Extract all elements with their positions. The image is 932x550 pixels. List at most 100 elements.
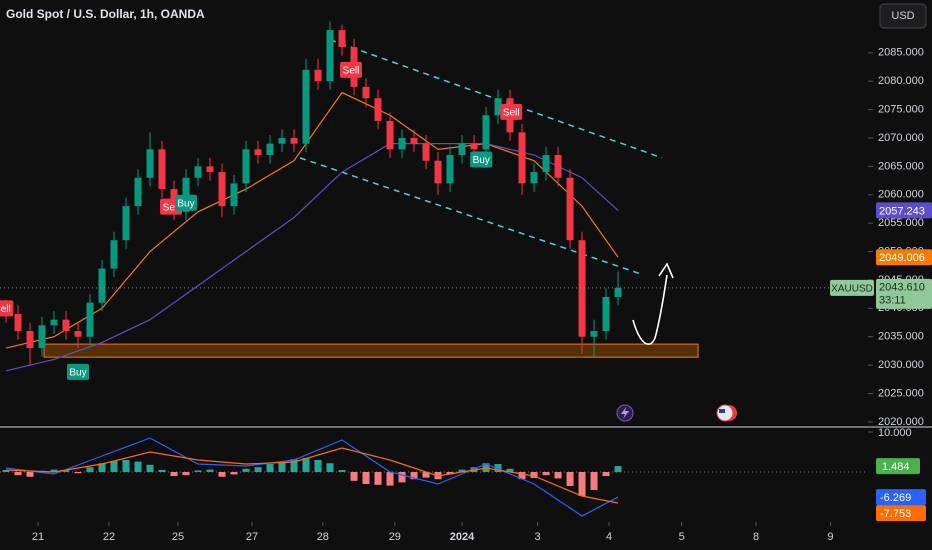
histogram-bar <box>26 472 34 477</box>
candle-body <box>458 143 466 156</box>
candle-body <box>158 149 166 190</box>
candle-body <box>86 302 94 337</box>
signal-box <box>67 363 90 380</box>
histogram-bar <box>446 472 454 475</box>
candle-body <box>302 69 310 144</box>
candle-body <box>266 143 274 156</box>
value-tag <box>876 489 926 506</box>
indicator-line <box>5 447 619 504</box>
histogram-bar <box>566 472 574 486</box>
histogram-bar <box>266 464 274 472</box>
candle-body <box>518 132 526 184</box>
x-tick-label: 8 <box>753 531 759 543</box>
histogram-bar <box>362 472 370 484</box>
histogram-bar <box>98 463 106 472</box>
last-price-label: 2043.610 <box>879 282 925 294</box>
currency-button[interactable] <box>879 3 927 29</box>
price-tag-label: 2057.243 <box>879 205 925 217</box>
x-tick-label: 5 <box>679 531 685 543</box>
histogram-bar <box>134 461 142 472</box>
signal-label: Sell <box>0 304 11 315</box>
flag-canton <box>719 409 725 413</box>
chart-title: Gold Spot / U.S. Dollar, 1h, OANDA <box>6 7 205 21</box>
histogram-bar <box>578 472 586 496</box>
candle-body <box>314 69 322 82</box>
signal-box <box>500 103 523 120</box>
histogram-bar <box>218 472 226 477</box>
candle-body <box>38 325 46 349</box>
candle-body <box>134 177 142 207</box>
candle-body <box>122 206 130 241</box>
histogram-bar <box>326 463 334 472</box>
value-tag-label: 1.484 <box>882 461 910 473</box>
histogram-bar <box>2 470 10 472</box>
signal-label: Buy <box>69 368 86 379</box>
histogram-bar <box>554 472 562 479</box>
x-tick-label: 21 <box>32 531 44 543</box>
histogram-bar <box>386 472 394 486</box>
candle-body <box>530 172 538 184</box>
histogram-bar <box>194 470 202 472</box>
histogram-bar <box>62 470 70 472</box>
countdown-label: 33:11 <box>879 295 906 307</box>
y-tick-label: 10.000 <box>878 427 912 439</box>
indicator-line <box>5 437 619 517</box>
candle-body <box>554 155 562 178</box>
candle-body <box>62 319 70 332</box>
candle-body <box>374 98 382 121</box>
value-tag <box>876 505 926 522</box>
x-tick-label: 27 <box>246 531 258 543</box>
signal-box <box>175 194 198 211</box>
indicator-line <box>5 143 619 372</box>
candle-body <box>578 240 586 337</box>
candle-body <box>422 143 430 161</box>
histogram-bar <box>206 469 214 472</box>
histogram-bar <box>518 472 526 480</box>
candle-body <box>590 331 598 337</box>
histogram-bar <box>458 469 466 472</box>
histogram-bar <box>338 470 346 472</box>
value-tag-label: -7.753 <box>880 508 911 520</box>
price-tag-label: 2049.006 <box>879 252 925 264</box>
candle-body <box>146 149 154 178</box>
candle-body <box>218 172 226 207</box>
histogram-bar <box>278 462 286 472</box>
candle-body <box>446 155 454 184</box>
signal-label: Buy <box>473 155 490 166</box>
histogram-bar <box>110 460 118 472</box>
candle-body <box>74 331 82 337</box>
signal-box <box>470 151 493 168</box>
histogram-bar <box>302 458 310 472</box>
indicator-line <box>5 91 619 349</box>
histogram-bar <box>590 472 598 490</box>
value-tag-label: -6.269 <box>880 492 911 504</box>
x-tick-label: 22 <box>103 531 115 543</box>
candle-body <box>230 183 238 207</box>
lightning-icon <box>621 407 629 419</box>
candle-body <box>542 155 550 173</box>
histogram-bar <box>530 472 538 478</box>
last-price-tag <box>876 278 932 309</box>
candle-body <box>194 166 202 178</box>
forecast-arrow <box>632 274 668 345</box>
x-tick-label: 9 <box>827 531 833 543</box>
signal-box <box>0 300 14 317</box>
candle-body <box>470 143 478 150</box>
histogram-bar <box>506 468 514 472</box>
histogram-bar <box>50 469 58 472</box>
candle-body <box>566 177 574 241</box>
signal-label: Sell <box>163 202 180 213</box>
candle-body <box>242 149 250 184</box>
histogram-bar <box>242 468 250 472</box>
candle-body <box>398 137 406 150</box>
histogram-bar <box>602 472 610 476</box>
y-tick-label: 2030.000 <box>878 359 924 371</box>
signal-label: Sell <box>343 65 360 76</box>
support-zone <box>43 343 699 358</box>
histogram-bar <box>122 460 130 472</box>
x-tick-label: 4 <box>606 531 612 543</box>
candle-body <box>254 149 262 156</box>
price-tag <box>876 202 932 219</box>
